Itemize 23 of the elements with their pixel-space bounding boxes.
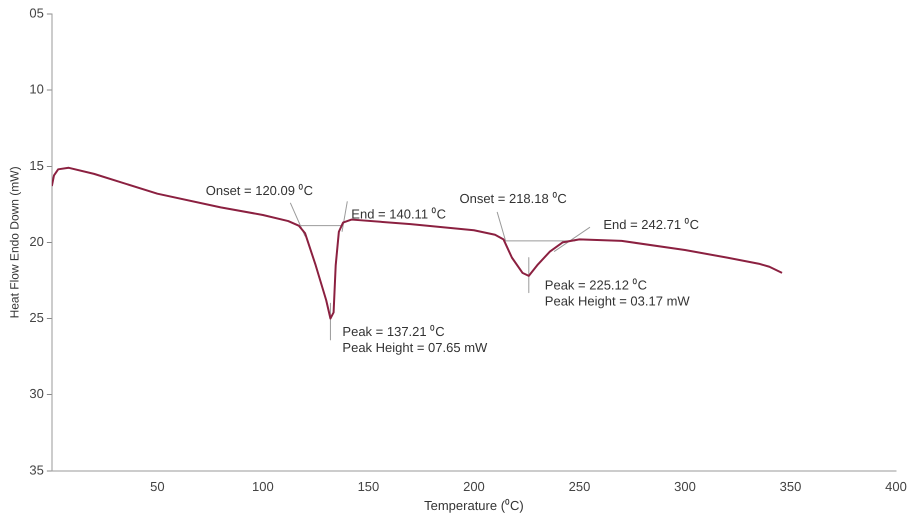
y-tick-label: 25 <box>29 310 44 326</box>
x-tick-label: 300 <box>674 479 696 494</box>
x-tick-label: 250 <box>568 479 590 494</box>
annotation: End = 140.11 ⁰C <box>351 206 446 222</box>
annotation: End = 242.71 ⁰C <box>603 216 700 232</box>
y-tick-label: 10 <box>29 82 44 97</box>
annotation: Peak = 225.12 ⁰C Peak Height = 03.17 mW <box>544 277 690 308</box>
x-axis-title: Temperature (⁰C) <box>424 498 524 513</box>
annotation: Onset = 120.09 ⁰C <box>206 183 313 198</box>
y-tick-label: 35 <box>29 462 44 478</box>
x-tick-label: 350 <box>780 479 802 494</box>
x-tick-label: 400 <box>885 479 907 494</box>
y-tick-label: 20 <box>29 234 44 249</box>
x-tick-label: 50 <box>150 479 165 494</box>
x-tick-label: 100 <box>252 479 274 494</box>
annotation: Onset = 218.18 ⁰C <box>459 190 567 206</box>
y-tick-label: 15 <box>29 158 44 173</box>
y-axis-title: Heat Flow Endo Down (mW) <box>8 166 22 318</box>
x-tick-label: 200 <box>463 479 485 494</box>
x-tick-label: 150 <box>358 479 380 494</box>
y-tick-label: 30 <box>29 386 44 402</box>
y-tick-label: 05 <box>29 6 44 21</box>
annotation: Peak = 137.21 ⁰C Peak Height = 07.65 mW <box>342 324 488 356</box>
